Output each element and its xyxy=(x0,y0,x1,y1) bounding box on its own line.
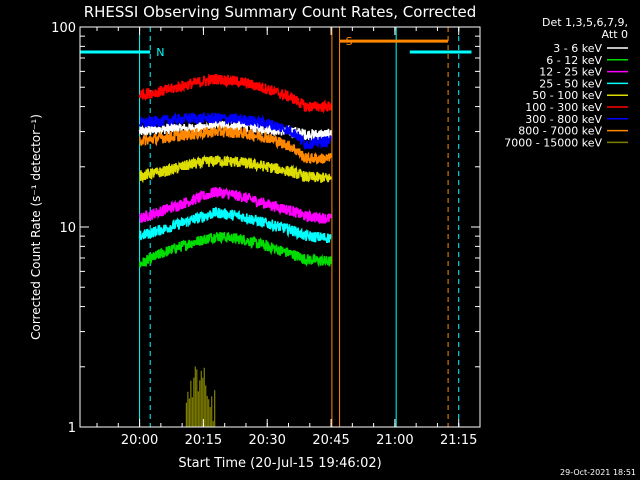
x-tick-label-4: 21:00 xyxy=(376,433,413,448)
x-tick-label-0: 20:00 xyxy=(121,433,158,448)
legend-label-2: 12 - 25 keV xyxy=(539,66,602,79)
series-300-800-kev xyxy=(138,111,332,150)
x-axis-label: Start Time (20-Jul-15 19:46:02) xyxy=(178,456,381,471)
chart-title: RHESSI Observing Summary Count Rates, Co… xyxy=(84,3,477,21)
series-12-25-kev xyxy=(138,186,332,225)
x-tick-label-2: 20:30 xyxy=(248,433,285,448)
legend-label-6: 300 - 800 keV xyxy=(525,113,602,126)
footer-timestamp: 29-Oct-2021 18:51 xyxy=(560,468,636,477)
annotation-n: N xyxy=(156,46,164,59)
x-tick-label-1: 20:15 xyxy=(185,433,222,448)
axes: 20:00 20:15 20:30 20:45 21:00 21:15 100 10 1 xyxy=(51,21,481,448)
x-tick-label-3: 20:45 xyxy=(312,433,349,448)
series-25-50-kev xyxy=(138,207,332,243)
legend-label-7: 800 - 7000 keV xyxy=(518,125,602,138)
legend-label-0: 3 - 6 keV xyxy=(553,42,602,55)
series-800-7000-kev xyxy=(138,124,332,165)
legend-label-5: 100 - 300 keV xyxy=(525,101,602,114)
y-axis-label: Corrected Count Rate (s⁻¹ detector⁻¹) xyxy=(29,114,43,340)
legend-header-1: Det 1,3,5,6,7,9, xyxy=(542,16,628,29)
annotation-s: S xyxy=(346,35,353,48)
plot-area: NS xyxy=(80,27,472,427)
legend-label-1: 6 - 12 keV xyxy=(546,54,602,67)
legend-label-4: 50 - 100 keV xyxy=(532,89,602,102)
legend-header-2: Att 0 xyxy=(602,28,628,41)
series-3-6-kev xyxy=(138,118,332,142)
series-6-12-kev xyxy=(138,231,332,268)
x-tick-label-5: 21:15 xyxy=(440,433,477,448)
y-tick-label-1: 10 xyxy=(59,221,76,236)
series-100-300-kev xyxy=(138,73,332,114)
legend-label-8: 7000 - 15000 keV xyxy=(504,136,602,149)
y-tick-label-2: 1 xyxy=(68,421,76,436)
legend-label-3: 25 - 50 keV xyxy=(539,77,602,90)
y-tick-label-0: 100 xyxy=(51,21,76,36)
series-50-100-kev xyxy=(139,154,332,184)
